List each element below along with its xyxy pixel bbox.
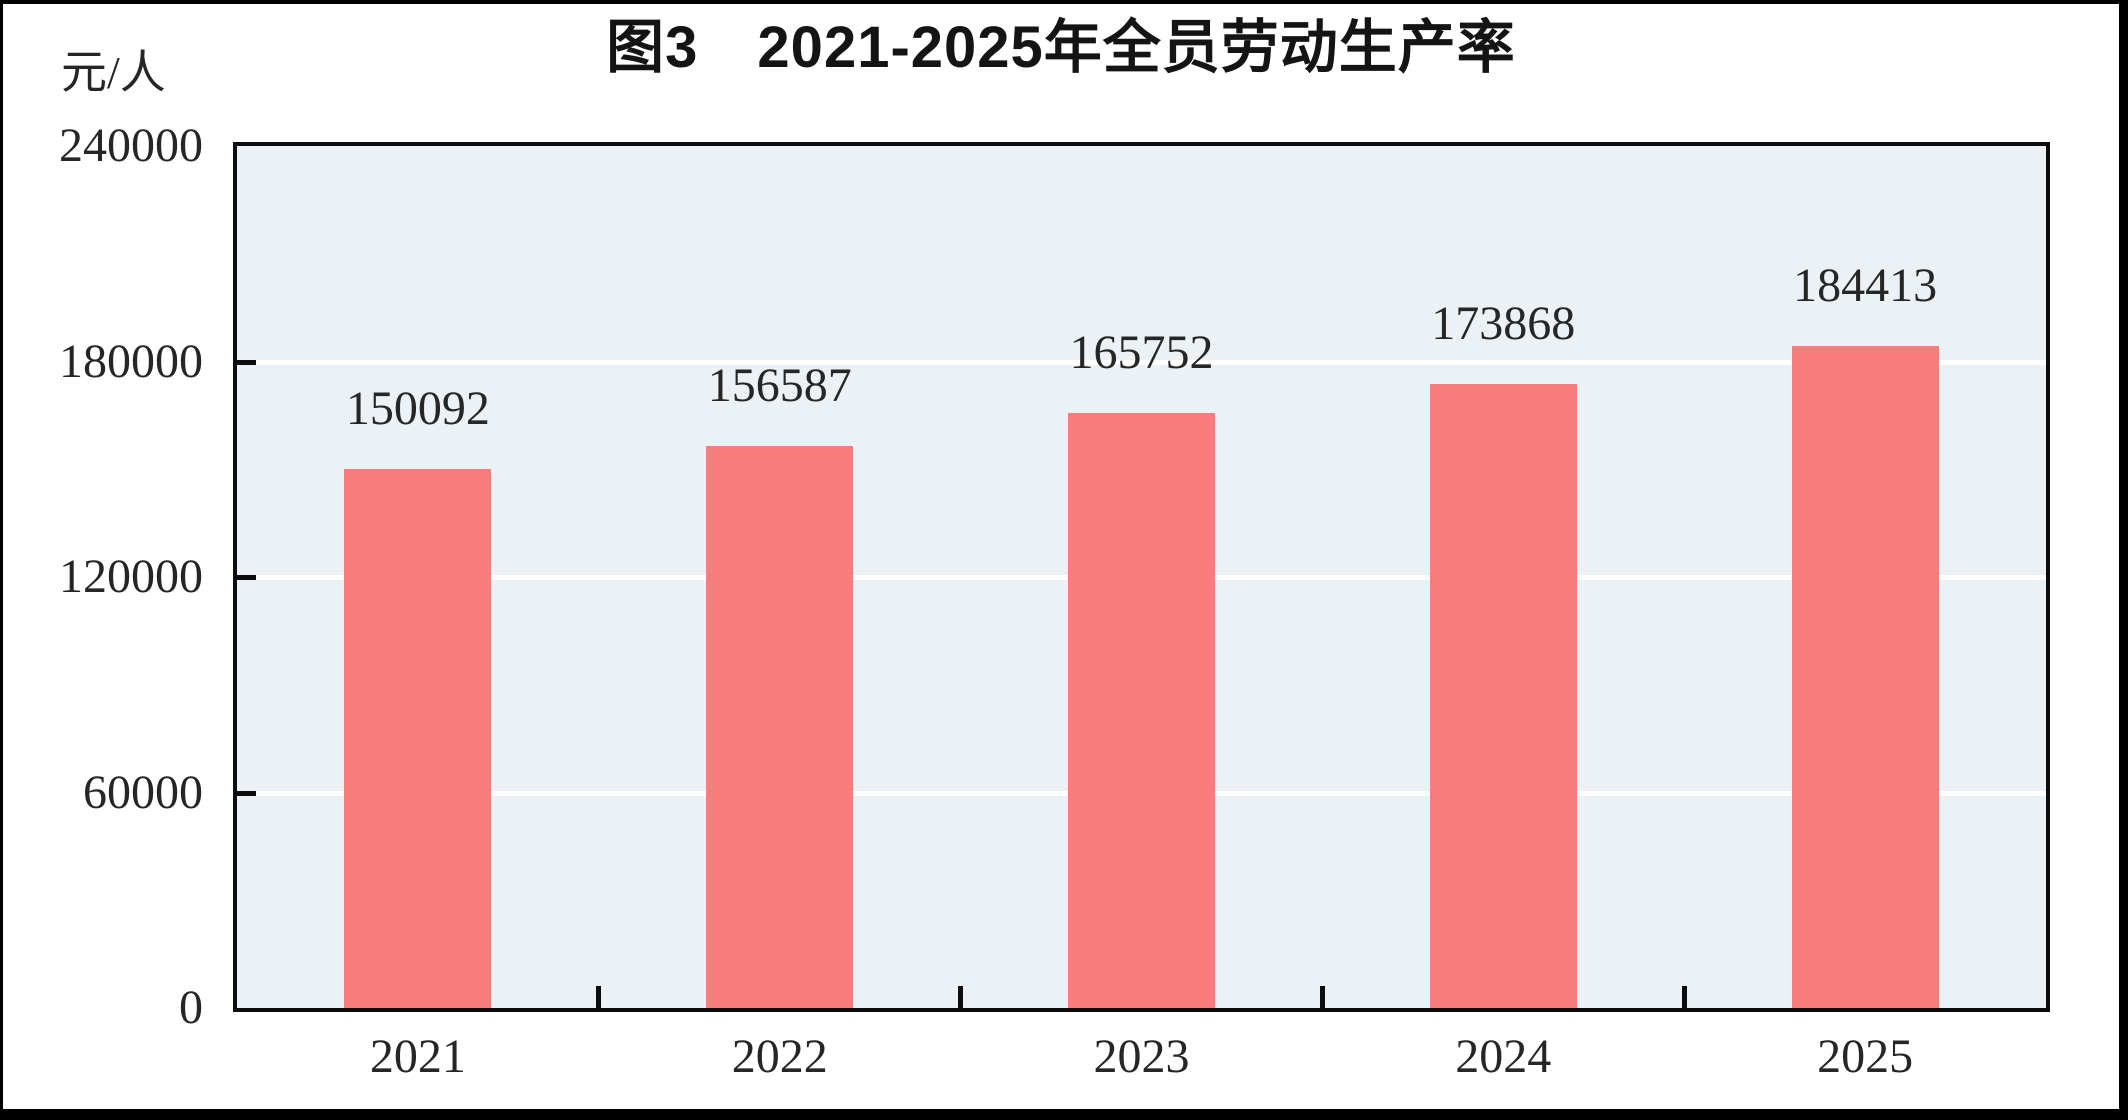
x-axis-tick-mark (596, 986, 602, 1008)
x-axis-label-2021: 2021 (369, 1030, 466, 1083)
bar-2021 (344, 468, 492, 1008)
x-axis-label-2023: 2023 (1093, 1030, 1190, 1083)
bar-2023 (1068, 412, 1215, 1008)
gridline-180000 (237, 359, 2046, 365)
bar-value-label-2021: 150092 (345, 381, 490, 435)
x-axis-tick-mark (958, 986, 964, 1008)
y-axis-tick-label-180000: 180000 (59, 334, 203, 388)
bar-value-label-2022: 156587 (707, 358, 852, 412)
y-axis-tick-label-60000: 60000 (83, 765, 203, 819)
x-axis-label-2022: 2022 (731, 1030, 828, 1083)
bar-value-label-2023: 165752 (1069, 325, 1214, 379)
y-axis-tick-mark-180000 (237, 359, 256, 365)
x-axis-label-2024: 2024 (1455, 1030, 1552, 1083)
y-axis-tick-label-0: 0 (179, 981, 203, 1034)
bar-2022 (706, 445, 854, 1008)
y-axis-tick-mark-120000 (237, 575, 256, 580)
y-axis-tick-label-240000: 240000 (59, 119, 203, 172)
chart-title: 图3 2021-2025年全员劳动生产率 (606, 15, 1516, 80)
bar-value-label-2024: 173868 (1431, 296, 1576, 350)
bar-2025 (1791, 345, 1939, 1008)
x-axis-tick-mark (1681, 986, 1687, 1008)
y-axis-tick-label-120000: 120000 (59, 550, 203, 603)
y-axis-unit-label: 元/人 (61, 47, 166, 98)
bar-value-label-2025: 184413 (1793, 258, 1938, 312)
y-axis-tick-mark-60000 (237, 790, 256, 796)
plot-area: 150092 156587 165752 173868 184413 (233, 142, 2050, 1012)
x-axis-tick-mark (1319, 986, 1325, 1008)
x-axis-label-2025: 2025 (1817, 1030, 1914, 1083)
bar-2024 (1429, 383, 1577, 1008)
